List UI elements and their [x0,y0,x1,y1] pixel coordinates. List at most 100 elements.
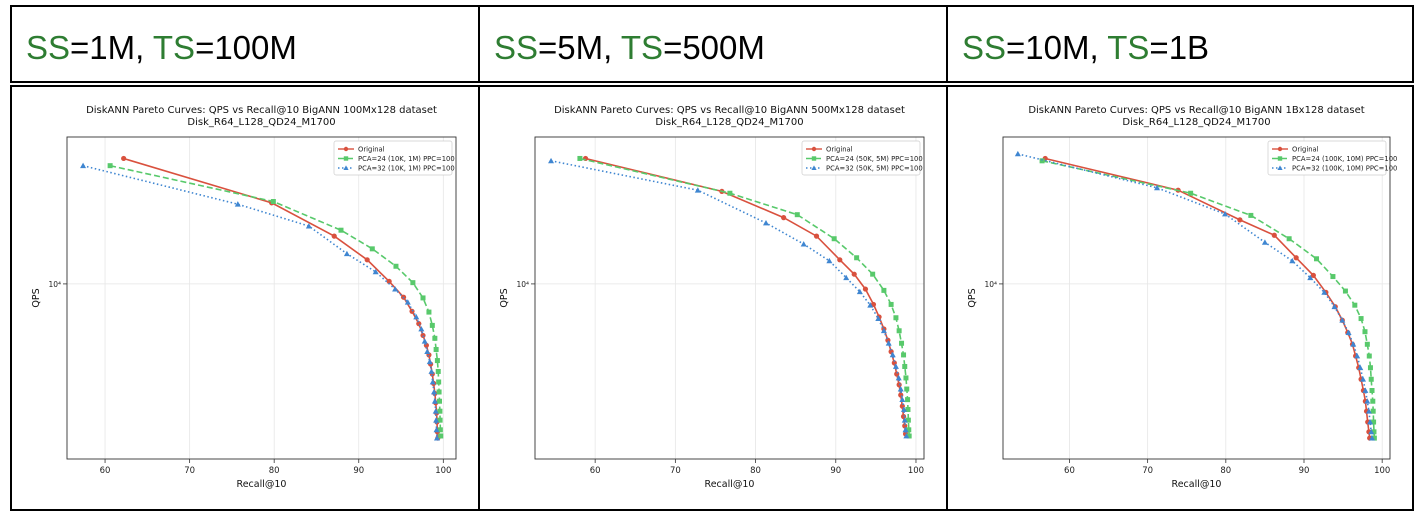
data-point [386,278,392,285]
x-tick-label: 70 [670,466,681,476]
data-point [1368,428,1375,435]
data-point [1371,435,1377,441]
data-point [80,162,87,169]
data-point [843,274,850,281]
data-point [421,338,428,344]
data-point [1370,408,1376,414]
chart-subtitle: Disk_R64_L128_QD24_M1700 [187,117,335,128]
y-tick-label: 10⁴ [516,280,529,289]
data-point [1364,398,1371,404]
data-point [1286,236,1292,242]
x-axis-label: Recall@10 [1172,479,1222,490]
x-axis-label: Recall@10 [237,479,287,490]
data-point [867,302,874,308]
ts-label: TS [620,29,664,66]
data-point [902,426,909,433]
data-point [437,427,443,433]
data-point [1039,158,1045,164]
legend-label: PCA=24 (50K, 5M) PPC=100 [826,155,923,163]
data-point [305,223,312,229]
series-line-1 [1045,157,1371,439]
data-point [420,332,426,339]
data-point [431,388,438,395]
data-point [889,351,896,358]
header-label-2: SS=5M, TS=500M [494,29,765,67]
legend-label: Original [358,146,385,154]
y-tick-label: 10⁴ [48,280,61,289]
data-point [905,397,911,403]
data-point [270,199,276,205]
data-point [902,423,908,429]
data-point [1368,376,1374,382]
data-point [433,435,440,441]
legend-box [801,140,921,176]
data-point [902,364,908,370]
data-point [1014,150,1021,157]
data-point [1362,329,1368,335]
plot-frame [1002,136,1391,460]
data-point [433,417,440,423]
header-cell-2: SS=5M, TS=500M [478,5,948,83]
legend-marker [1277,156,1283,161]
x-tick-label: 90 [353,466,364,476]
data-point [1350,341,1357,347]
legend-marker [811,165,817,170]
data-point [437,417,443,423]
data-point [369,246,375,252]
x-tick-label: 100 [435,466,451,476]
data-point [856,288,863,295]
data-point [899,396,906,403]
data-point [1364,341,1370,347]
header-cell-1: SS=1M, TS=100M [10,5,480,83]
legend-label: PCA=32 (10K, 1M) PPC=100 [358,165,455,173]
data-point [888,301,894,307]
x-tick-label: 90 [830,466,841,476]
chart-cell-2: DiskANN Pareto Curves: QPS vs Recall@10 … [478,85,948,511]
data-point [1330,274,1336,280]
x-tick-label: 70 [184,466,195,476]
series-line-3 [82,164,438,439]
legend-label: PCA=32 (100K, 10M) PPC=100 [1292,165,1397,173]
data-point [413,313,420,320]
data-point [429,322,435,328]
data-point [1369,435,1376,441]
data-point [831,236,837,242]
data-point [393,263,399,269]
data-point [435,368,441,374]
data-point [1310,272,1316,278]
data-point [416,321,422,327]
data-point [1237,217,1243,223]
data-point [432,335,438,341]
data-point [418,325,425,332]
data-point [548,157,555,164]
data-point [826,257,833,264]
data-point [862,286,869,292]
data-point [331,233,337,239]
data-point [762,219,769,226]
data-point [1248,212,1254,218]
data-point [851,271,857,277]
y-axis-label: QPS [499,288,510,307]
data-point [813,233,820,239]
series-line-3 [1017,153,1373,439]
data-point [881,287,887,293]
data-point [906,427,912,433]
pareto-chart-500m: DiskANN Pareto Curves: QPS vs Recall@10 … [499,105,925,490]
data-point [1154,184,1161,191]
legend-marker [811,156,817,161]
header-label-3: SS=10M, TS=1B [962,29,1209,67]
data-point [895,374,902,381]
data-point [1342,288,1348,294]
data-point [436,379,442,385]
data-point [1352,302,1358,308]
data-point [897,386,904,392]
x-axis-label: Recall@10 [705,479,755,490]
data-point [438,433,444,439]
data-point [436,389,442,395]
pareto-chart-100m: DiskANN Pareto Curves: QPS vs Recall@10 … [31,105,457,490]
plot-frame [534,136,925,460]
data-point [1369,388,1375,394]
x-tick-label: 100 [1374,466,1390,476]
legend-box [1267,140,1387,176]
data-point [432,408,439,414]
